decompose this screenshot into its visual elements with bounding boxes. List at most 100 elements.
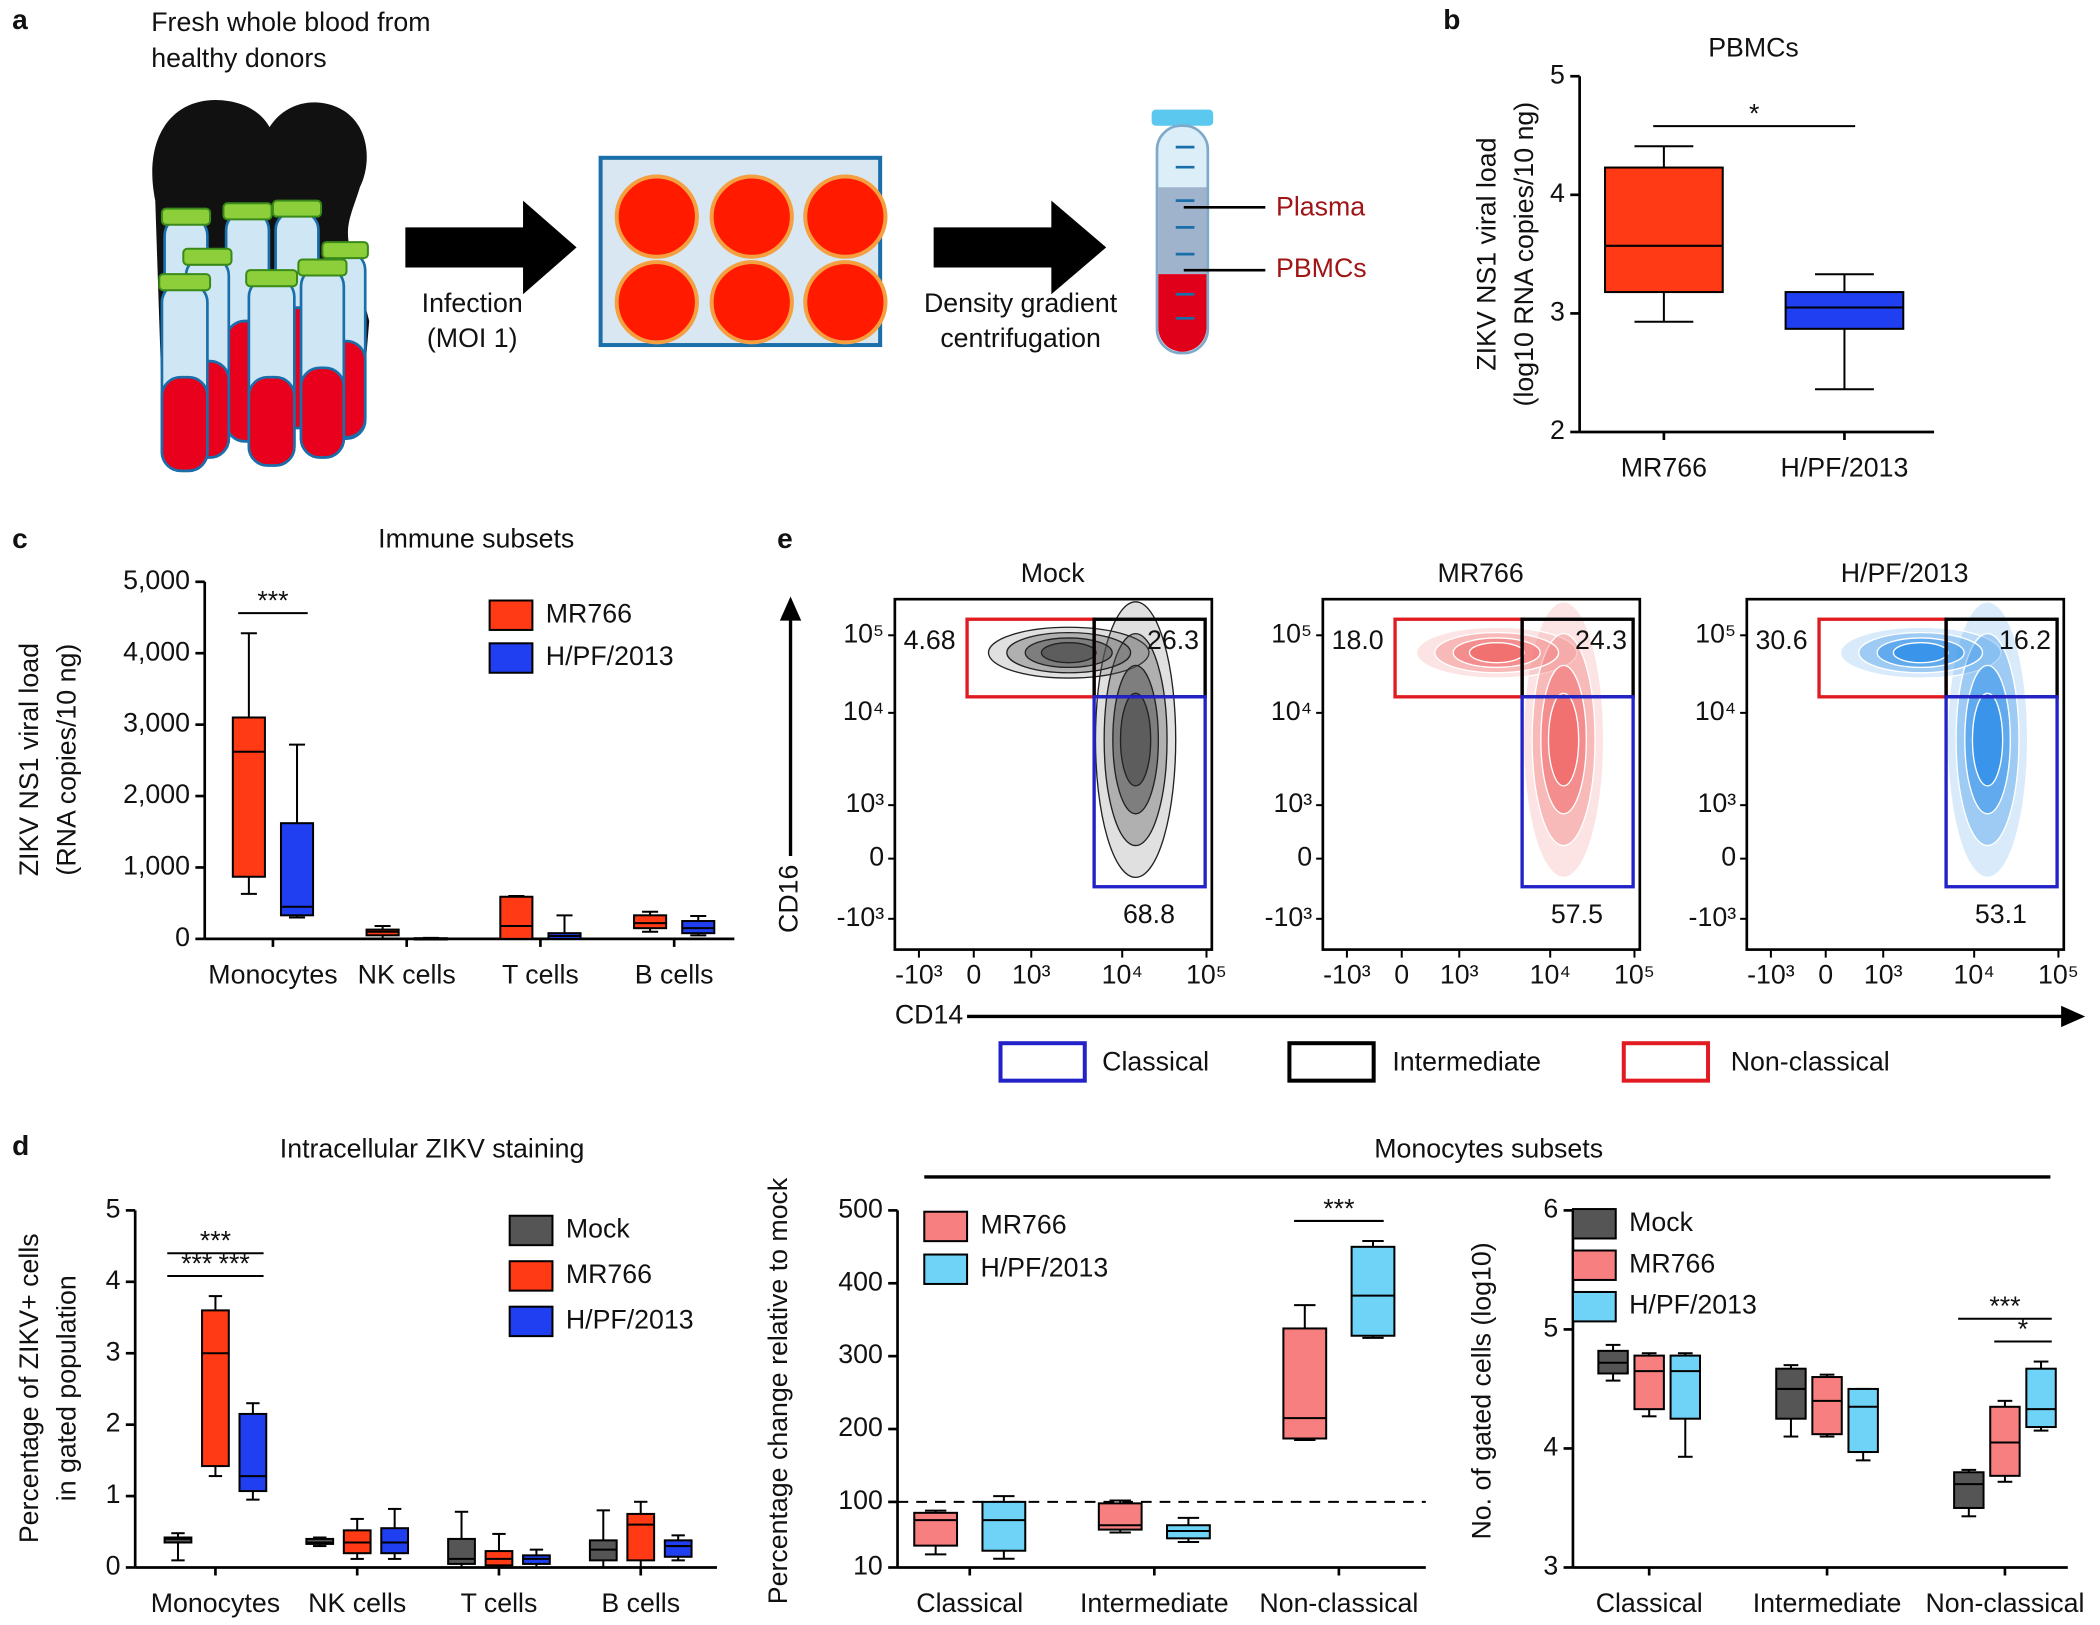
x-tick-label: T cells [461, 1588, 538, 1618]
legend-swatch [1287, 1041, 1376, 1083]
x-tick-label: 10³ [1012, 959, 1051, 989]
significance-label: *** [181, 1248, 212, 1278]
significance-label: *** [200, 1226, 231, 1256]
legend-swatch [1571, 1290, 1617, 1323]
wells [614, 174, 888, 345]
x-tick-label: 10⁵ [2038, 959, 2079, 989]
box [1784, 291, 1905, 330]
y-tick-label: 200 [838, 1412, 883, 1442]
legend-label: Mock [1629, 1207, 1694, 1237]
box [499, 895, 534, 940]
significance-label: *** [257, 586, 288, 616]
density-contour [1547, 692, 1580, 787]
box [626, 1512, 656, 1562]
y-axis-label: (RNA copies/10 ng) [51, 644, 81, 876]
legend-swatch [998, 1041, 1087, 1083]
y-axis-label: Percentage of ZIKV+ cells [14, 1233, 44, 1543]
y-tick-label: 4 [1550, 178, 1565, 208]
density-contour [1040, 642, 1097, 664]
legend-label: MR766 [546, 598, 632, 628]
x-tick-label: B cells [635, 959, 714, 989]
legend-label: Non-classical [1731, 1046, 1890, 1076]
layer-label: Plasma [1276, 192, 1365, 222]
x-tick-label: H/PF/2013 [1781, 453, 1909, 483]
y-tick-label: 5 [1543, 1312, 1558, 1342]
y-tick-label: 3 [1543, 1551, 1558, 1581]
gate-value: 18.0 [1332, 625, 1384, 655]
group-header: Monocytes subsets [1374, 1133, 1603, 1163]
box [380, 1527, 410, 1555]
box [2025, 1367, 2057, 1429]
arrow [405, 200, 577, 295]
chart-title: Immune subsets [378, 523, 574, 553]
x-tick-label: 10³ [1864, 959, 1903, 989]
gate-classical [1092, 695, 1207, 889]
y-tick-label: 10³ [1697, 788, 1736, 818]
legend-swatch [1621, 1041, 1711, 1083]
plot-frame [1321, 597, 1642, 951]
legend-swatch [488, 642, 534, 674]
x-tick-label: 10⁴ [1102, 959, 1143, 989]
legend-label: MR766 [980, 1210, 1066, 1240]
y-tick-label: 2 [1550, 415, 1565, 445]
y-tick-label: 500 [838, 1193, 883, 1223]
gate-value: 68.8 [1123, 899, 1175, 929]
legend-label: Classical [1102, 1046, 1209, 1076]
box [633, 914, 668, 930]
source-text: Fresh whole blood from [151, 7, 430, 37]
x-tick-label: 10⁴ [1530, 959, 1571, 989]
y-tick-label: -10³ [1265, 902, 1313, 932]
chart-title: Intracellular ZIKV staining [280, 1133, 585, 1163]
x-tick-label: -10³ [895, 959, 943, 989]
x-tick-label: 0 [1394, 959, 1409, 989]
box [663, 1539, 693, 1558]
plot-frame [893, 597, 1214, 951]
gate-value: 24.3 [1575, 625, 1627, 655]
y-tick-label: -10³ [837, 902, 885, 932]
y-tick-label: -10³ [1689, 902, 1737, 932]
x-tick-label: Non-classical [1925, 1588, 2084, 1618]
panel-label: d [12, 1130, 29, 1161]
y-tick-label: 10⁴ [1271, 696, 1312, 726]
y-tick-label: 0 [106, 1551, 121, 1581]
y-tick-label: 6 [1543, 1193, 1558, 1223]
legend-swatch [923, 1253, 969, 1285]
chart-title: PBMCs [1708, 33, 1799, 63]
y-tick-label: 0 [869, 842, 884, 872]
y-tick-label: 5 [106, 1193, 121, 1223]
y-axis-label: (log10 RNA copies/10 ng) [1509, 102, 1539, 407]
arrow-head [779, 596, 802, 621]
y-axis-label: ZIKV NS1 viral load [1472, 137, 1502, 370]
y-tick-label: 2,000 [123, 779, 190, 809]
y-tick-label: 3 [106, 1336, 121, 1366]
y-tick-label: 3 [1550, 296, 1565, 326]
box [1811, 1376, 1843, 1436]
plot-frame [1745, 597, 2066, 951]
box [981, 1500, 1027, 1552]
y-tick-label: 0 [1721, 842, 1736, 872]
box [1350, 1245, 1396, 1337]
x-tick-label: -10³ [1747, 959, 1795, 989]
y-tick-label: 0 [1297, 842, 1312, 872]
box [279, 822, 315, 917]
y-tick-label: 2 [106, 1408, 121, 1438]
significance-label: *** [1989, 1291, 2020, 1321]
plot-title: H/PF/2013 [1841, 558, 1969, 588]
density-contour [1468, 642, 1525, 664]
box [1953, 1471, 1985, 1509]
x-tick-label: B cells [601, 1588, 680, 1618]
x-tick-label: Classical [1596, 1588, 1703, 1618]
y-tick-label: 4 [1543, 1432, 1558, 1462]
panel-label: c [12, 523, 28, 554]
significance-label: * [1749, 99, 1759, 129]
x-tick-label: 10⁴ [1954, 959, 1995, 989]
box [447, 1537, 476, 1565]
panel-label: b [1443, 4, 1460, 35]
legend-swatch [488, 599, 534, 631]
y-tick-label: 400 [838, 1266, 883, 1296]
legend-swatch [1571, 1249, 1617, 1281]
legend-swatch [923, 1210, 969, 1243]
y-tick-label: 1 [106, 1479, 121, 1509]
y-tick-label: 10³ [1273, 788, 1312, 818]
